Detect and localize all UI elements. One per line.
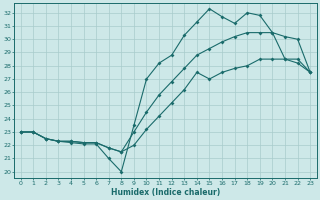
X-axis label: Humidex (Indice chaleur): Humidex (Indice chaleur) <box>111 188 220 197</box>
